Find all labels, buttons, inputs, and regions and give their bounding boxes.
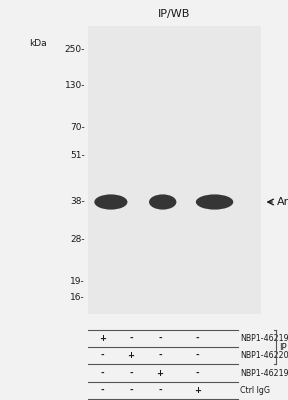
Ellipse shape [196,194,233,210]
Text: kDa: kDa [29,40,46,48]
Text: Ctrl IgG: Ctrl IgG [240,386,270,395]
Text: 51-: 51- [70,152,85,160]
Text: 19-: 19- [70,278,85,286]
Text: 250-: 250- [65,46,85,54]
Ellipse shape [94,194,127,210]
Text: +: + [99,334,106,343]
Text: +: + [194,386,201,395]
Text: -: - [158,334,162,343]
Ellipse shape [149,194,176,210]
Text: -: - [101,368,104,378]
Text: -: - [129,334,133,343]
Text: -: - [196,368,199,378]
Text: -: - [129,368,133,378]
Text: -: - [129,386,133,395]
Text: NBP1-46219-2: NBP1-46219-2 [240,334,288,343]
Text: Arpc1b: Arpc1b [276,197,288,207]
Text: -: - [101,351,104,360]
Bar [88,26,261,314]
Text: -: - [158,351,162,360]
Text: 28-: 28- [70,236,85,244]
Text: 16-: 16- [70,294,85,302]
Text: -: - [196,334,199,343]
Text: NBP1-46219-3: NBP1-46219-3 [240,368,288,378]
Text: IP/WB: IP/WB [158,9,190,19]
Text: 38-: 38- [70,198,85,206]
Text: -: - [158,386,162,395]
Text: -: - [101,386,104,395]
Text: +: + [156,368,163,378]
Text: +: + [128,351,134,360]
Text: 70-: 70- [70,124,85,132]
Text: IP: IP [279,343,286,352]
Text: 130-: 130- [65,82,85,90]
Text: -: - [196,351,199,360]
Text: NBP1-46220: NBP1-46220 [240,351,288,360]
